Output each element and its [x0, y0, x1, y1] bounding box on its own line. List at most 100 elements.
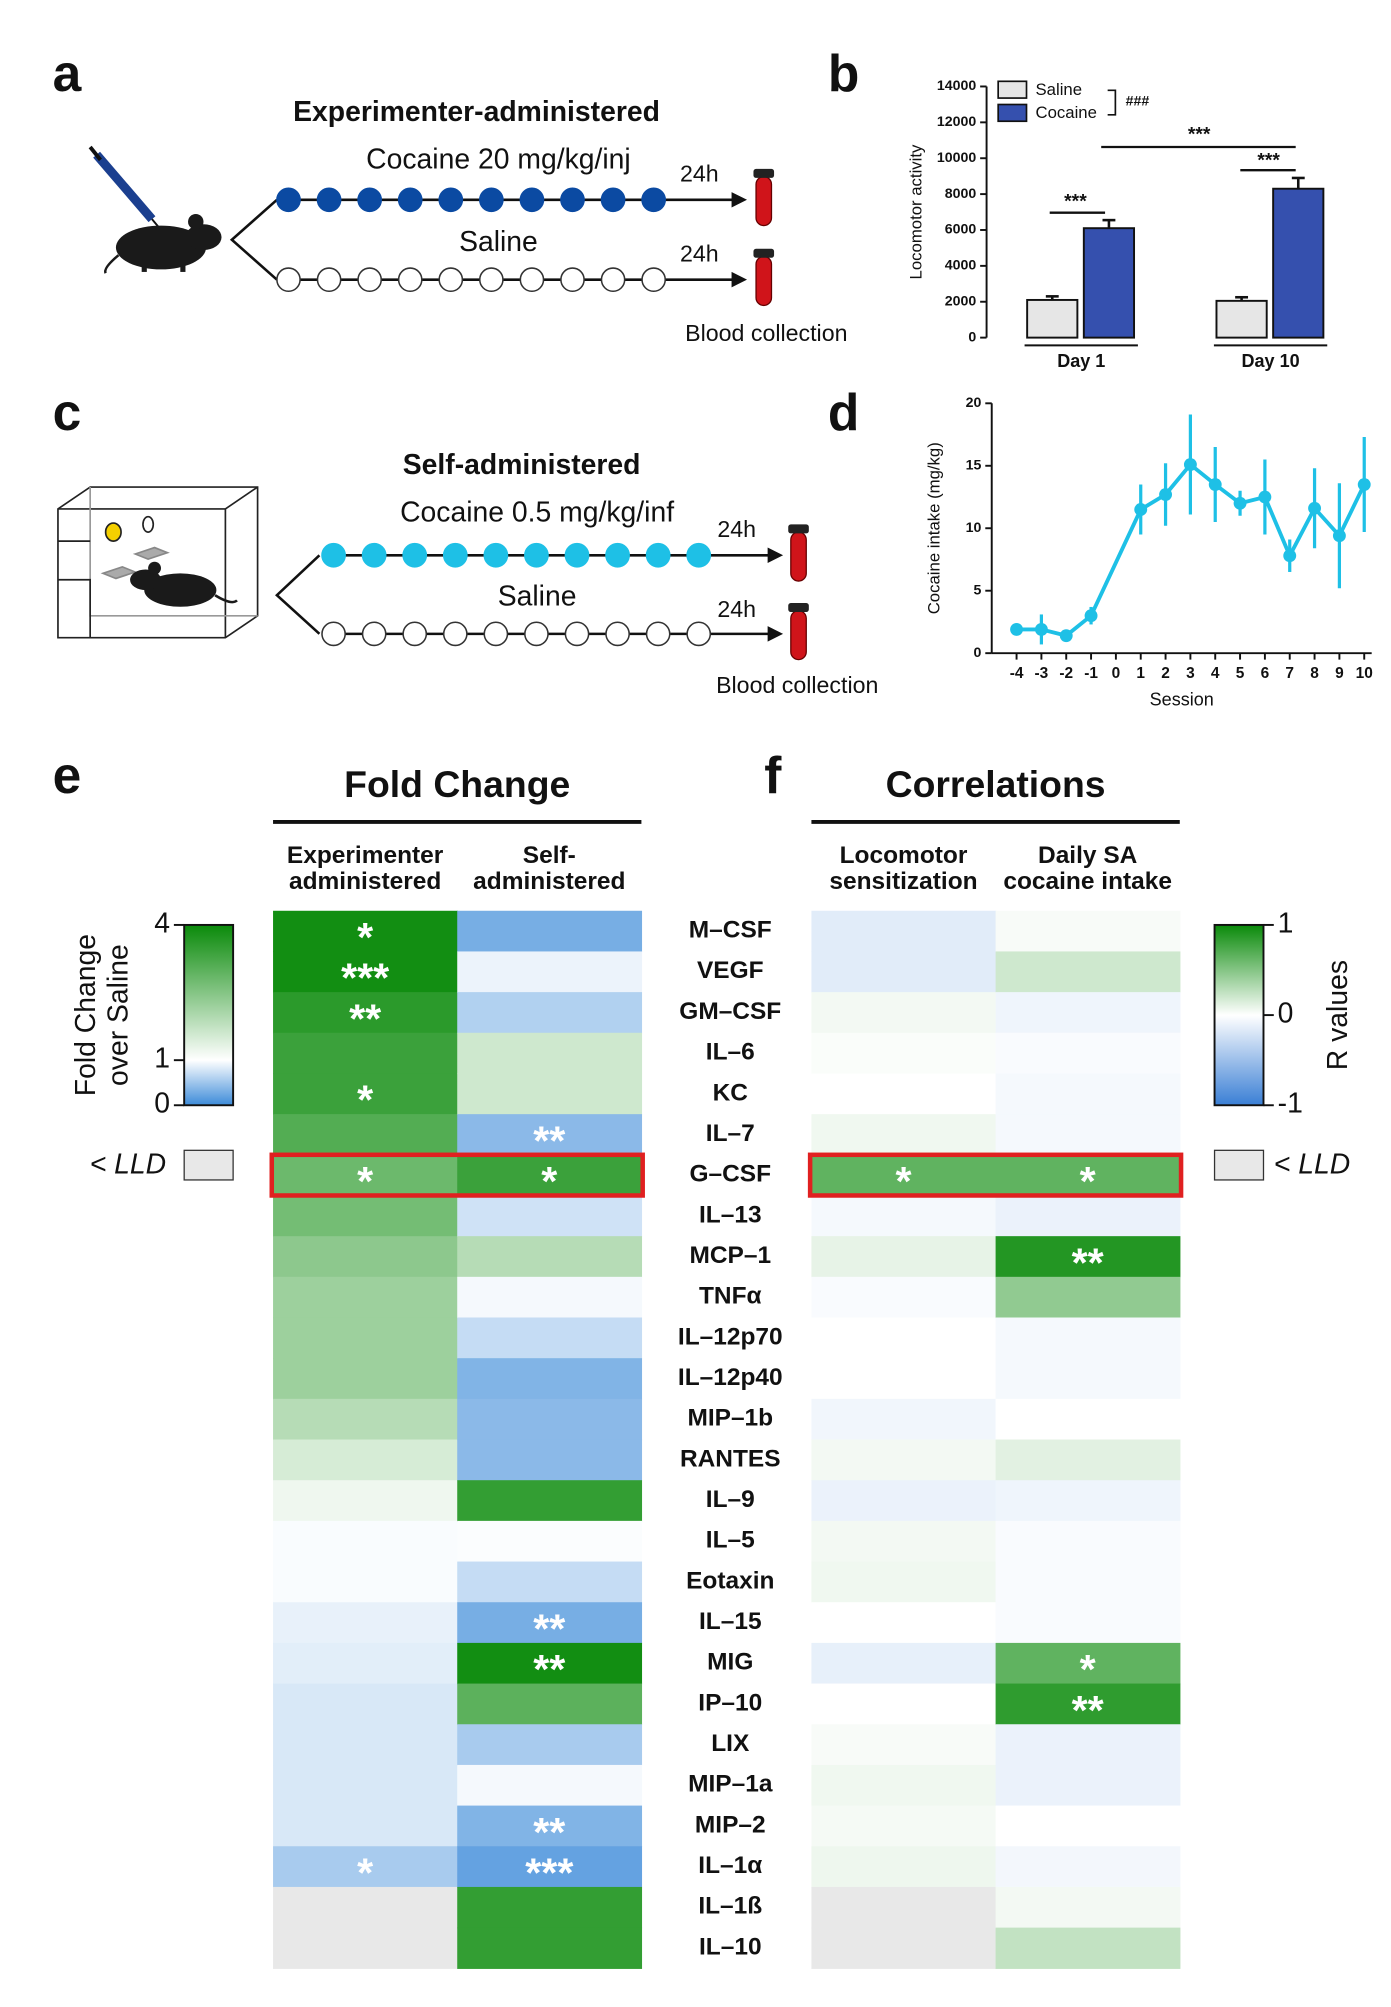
heatmap-cell [811, 1520, 997, 1563]
heatmap-cell [811, 1764, 997, 1807]
row-label: IL–10 [699, 1933, 762, 1960]
row-label: IL–15 [699, 1608, 762, 1635]
heatmap-cell [457, 1764, 643, 1807]
panel-label: d [828, 383, 859, 441]
injection-dot [641, 267, 667, 293]
bar [1272, 187, 1325, 339]
heatmap-cell [273, 1805, 458, 1847]
heatmap-cell [457, 951, 643, 993]
caption: Blood collection [716, 672, 878, 698]
heatmap-cell [273, 951, 458, 993]
heatmap-cell [457, 1927, 643, 1969]
row-label: G–CSF [689, 1161, 771, 1188]
legend-swatch [997, 80, 1028, 99]
heatmap-cell [457, 1724, 643, 1766]
colorbar [1213, 923, 1265, 1107]
row-label: LIX [711, 1730, 750, 1757]
heatmap-cell [273, 1764, 458, 1807]
x-tick-label: 4 [1211, 665, 1220, 682]
arrow-head [767, 626, 784, 642]
x-tick-label: 2 [1161, 665, 1170, 682]
y-tick-label: 12000 [937, 114, 976, 130]
point [1034, 622, 1048, 636]
row-label: MIG [707, 1649, 753, 1676]
heatmap-cell [457, 1886, 643, 1929]
y-tick-label: 8000 [945, 186, 977, 202]
x-tick-label: -1 [1084, 665, 1098, 682]
panel-label: f [764, 746, 782, 804]
injection-dot [605, 542, 630, 568]
y-tick-label: 14000 [937, 78, 976, 94]
colorbar-tick-label: -1 [1278, 1088, 1303, 1120]
diagram-a: Experimenter-administered Cocaine 20 mg/… [88, 96, 847, 346]
branch [275, 554, 321, 635]
row-label: MCP–1 [689, 1242, 771, 1269]
heatmap-cell [995, 1317, 1181, 1359]
row-label: MIP–1a [688, 1771, 773, 1798]
heatmap-cell [811, 1236, 997, 1278]
heatmap-cell [995, 1073, 1181, 1115]
y-tick-label: 20 [966, 395, 982, 411]
column-header: Locomotor [840, 842, 968, 869]
x-tick-label: 0 [1112, 665, 1121, 682]
injection-dot [357, 267, 383, 293]
heatmap-cell [995, 1195, 1181, 1237]
y-tick-label: 5 [974, 582, 982, 598]
injection-dot [560, 267, 585, 293]
y-tick-label: 10000 [937, 150, 976, 166]
row-label: GM–CSF [679, 998, 781, 1025]
heatmap-cell [995, 1927, 1181, 1969]
legend-label: Cocaine [1036, 103, 1097, 122]
heatmap-title: Fold Change [344, 763, 570, 805]
x-tick-label: 1 [1136, 665, 1145, 682]
bar [1215, 299, 1268, 339]
heatmap-cell [811, 1561, 997, 1603]
injection-dot [564, 542, 590, 568]
tube-cap [753, 248, 775, 258]
injection-dot [686, 621, 712, 647]
mouse [103, 213, 222, 274]
significance: * [895, 1158, 911, 1204]
heatmap-cell [811, 951, 997, 993]
heatmap-cell [811, 1439, 997, 1481]
x-tick-label: Day 1 [1057, 351, 1105, 371]
heatmap-cell [995, 1683, 1181, 1725]
injection-dot [483, 542, 509, 568]
panel-labels: a b c d e f [53, 44, 860, 804]
blood-tube [790, 531, 807, 582]
heatmap-cell [811, 1724, 997, 1766]
colorbar-tick-label: 1 [154, 1043, 170, 1075]
heatmap-cell [995, 1561, 1181, 1603]
heatmap-cell [273, 1154, 458, 1197]
heatmap-cell [995, 1276, 1181, 1319]
y-axis-label: Locomotor activity [906, 144, 925, 279]
missing-label: < LLD [1274, 1148, 1350, 1180]
heatmap-cell [273, 1114, 458, 1156]
point [1308, 501, 1322, 515]
point [1010, 622, 1024, 636]
point [1233, 496, 1247, 510]
heatmap-cell [457, 1602, 643, 1644]
y-tick-label: 15 [966, 458, 982, 474]
injection-dot [524, 621, 549, 647]
heatmap-cell [811, 992, 997, 1034]
heatmap-cell [995, 1439, 1181, 1481]
injection-dot [357, 187, 383, 213]
row-label: RANTES [680, 1445, 781, 1472]
heatmap-cell [811, 1032, 997, 1075]
injection-dot [524, 542, 549, 568]
point [1332, 529, 1346, 543]
colorbar-tick-label: 1 [1278, 907, 1294, 939]
x-tick-label: 9 [1335, 665, 1344, 682]
colorbar-tick-label: 0 [1278, 998, 1294, 1030]
x-tick-label: 10 [1356, 665, 1373, 682]
heatmap-cell [811, 1114, 997, 1156]
heatmap-cell [273, 1561, 458, 1603]
heatmap-cell [273, 1927, 458, 1969]
heatmap-cell [811, 1805, 997, 1847]
heatmap-cell [995, 951, 1181, 993]
injection-dot [397, 187, 423, 213]
point [1357, 478, 1371, 491]
